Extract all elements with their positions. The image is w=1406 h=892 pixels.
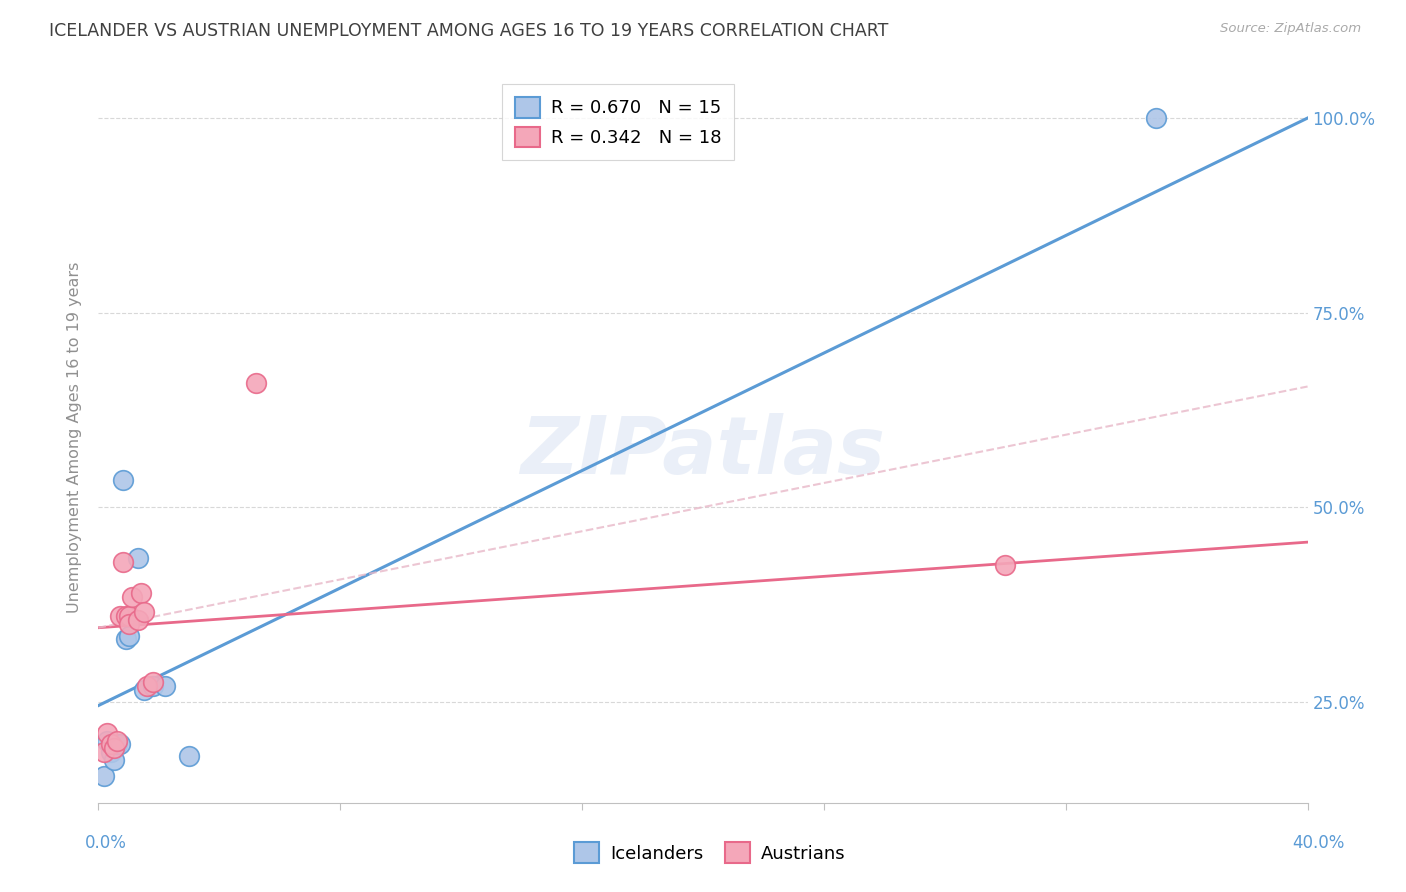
Point <box>1144 111 1167 125</box>
Point <box>108 609 131 624</box>
Point <box>111 473 134 487</box>
Point <box>118 609 141 624</box>
Y-axis label: Unemployment Among Ages 16 to 19 years: Unemployment Among Ages 16 to 19 years <box>67 261 83 613</box>
Point <box>96 725 118 739</box>
Point <box>118 628 141 642</box>
Text: 0.0%: 0.0% <box>84 834 127 852</box>
Point <box>127 613 149 627</box>
Point <box>114 609 136 624</box>
Point <box>121 590 143 604</box>
Point <box>127 550 149 565</box>
Legend: R = 0.670   N = 15, R = 0.342   N = 18: R = 0.670 N = 15, R = 0.342 N = 18 <box>502 84 734 160</box>
Point <box>142 675 165 690</box>
Point <box>100 745 122 759</box>
Point <box>93 745 115 759</box>
Point <box>135 679 157 693</box>
Point <box>153 679 176 693</box>
Point <box>179 749 201 764</box>
Point <box>142 679 165 693</box>
Point <box>100 738 122 752</box>
Text: 40.0%: 40.0% <box>1292 834 1346 852</box>
Point <box>132 605 155 619</box>
Legend: Icelanders, Austrians: Icelanders, Austrians <box>565 833 855 872</box>
Point <box>105 738 128 752</box>
Point <box>96 733 118 747</box>
Point <box>118 616 141 631</box>
Point <box>132 683 155 698</box>
Point <box>994 558 1017 573</box>
Point <box>111 555 134 569</box>
Point <box>108 738 131 752</box>
Point <box>245 376 267 390</box>
Text: Source: ZipAtlas.com: Source: ZipAtlas.com <box>1220 22 1361 36</box>
Point <box>105 733 128 747</box>
Point <box>93 768 115 782</box>
Point <box>129 585 152 599</box>
Text: ZIPatlas: ZIPatlas <box>520 413 886 491</box>
Point <box>103 753 125 767</box>
Point <box>114 632 136 647</box>
Text: ICELANDER VS AUSTRIAN UNEMPLOYMENT AMONG AGES 16 TO 19 YEARS CORRELATION CHART: ICELANDER VS AUSTRIAN UNEMPLOYMENT AMONG… <box>49 22 889 40</box>
Point <box>103 741 125 756</box>
